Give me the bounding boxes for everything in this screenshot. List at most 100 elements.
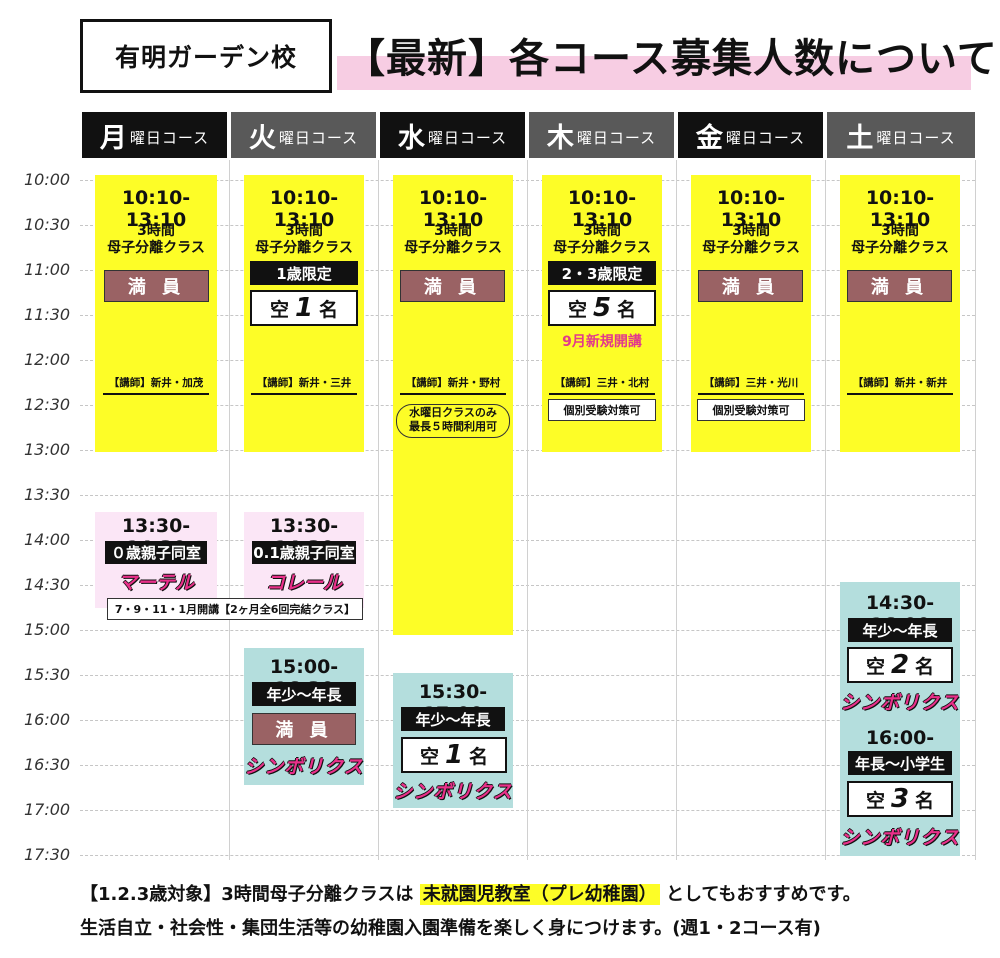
day-header-thu: 木曜日コース bbox=[529, 112, 674, 158]
course-time: 10:10-13:10 bbox=[121, 187, 191, 231]
course-block-tue-parent-child[interactable]: 13:30-14:30 0.1歳親子同室 コレール bbox=[244, 512, 364, 608]
age-tag: 年少〜年長 bbox=[252, 682, 356, 706]
symbolics-logo: シンボリクス bbox=[840, 692, 960, 714]
instructor-label: 【講師】新井・三井 bbox=[251, 375, 357, 395]
footer-highlight: 未就園児教室（プレ幼稚園） bbox=[419, 884, 660, 905]
course-type: 母子分離クラス bbox=[851, 240, 949, 256]
footer-line-1: 【1.2.3歳対象】3時間母子分離クラスは 未就園児教室（プレ幼稚園） としても… bbox=[80, 880, 861, 906]
vacancy-prefix: 空 bbox=[567, 298, 587, 321]
column-divider bbox=[676, 160, 677, 860]
title-highlight bbox=[337, 56, 971, 90]
column-divider bbox=[378, 160, 379, 860]
time-label: 13:00 bbox=[24, 440, 71, 459]
course-block-mon-morning[interactable]: 10:10-13:10 3時間 母子分離クラス 満 員 【講師】新井・加茂 bbox=[95, 175, 217, 452]
course-duration: 3時間 bbox=[732, 223, 770, 239]
day-header-char: 土 bbox=[846, 122, 874, 154]
day-header-char: 火 bbox=[248, 122, 276, 154]
age-tag: 年少〜年長 bbox=[401, 707, 505, 731]
vacancy-prefix: 空 bbox=[419, 745, 439, 768]
course-block-fri-morning[interactable]: 10:10-13:10 3時間 母子分離クラス 満 員 【講師】三井・光川 個別… bbox=[691, 175, 811, 452]
time-label: 12:00 bbox=[24, 350, 71, 369]
vacancy-prefix: 空 bbox=[269, 298, 289, 321]
course-block-sat-morning[interactable]: 10:10-13:10 3時間 母子分離クラス 満 員 【講師】新井・新井 bbox=[840, 175, 960, 452]
time-label: 15:00 bbox=[24, 620, 71, 639]
day-header-tue: 火曜日コース bbox=[231, 112, 376, 158]
course-time: 10:10-13:10 bbox=[418, 187, 488, 231]
course-block-tue-symbolics[interactable]: 15:00-16:30 年少〜年長 満 員 シンボリクス bbox=[244, 648, 364, 785]
day-header-fri: 金曜日コース bbox=[678, 112, 823, 158]
day-header-char: 金 bbox=[695, 122, 723, 154]
school-name: 有明ガーデン校 bbox=[80, 19, 332, 93]
time-label: 11:30 bbox=[24, 305, 71, 324]
full-badge: 満 員 bbox=[847, 270, 952, 302]
course-type: 母子分離クラス bbox=[702, 240, 800, 256]
full-badge: 満 員 bbox=[400, 270, 505, 302]
symbolics-logo: シンボリクス bbox=[840, 827, 960, 849]
day-header-char: 水 bbox=[397, 122, 425, 154]
course-block-mon-parent-child[interactable]: 13:30-14:30 ０歳親子同室 マーテル bbox=[95, 512, 217, 608]
day-header-char: 月 bbox=[99, 122, 127, 154]
time-label: 11:00 bbox=[24, 260, 71, 279]
course-block-wed-symbolics[interactable]: 15:30-17:00 年少〜年長 空1名 シンボリクス bbox=[393, 673, 513, 808]
course-duration: 3時間 bbox=[583, 223, 621, 239]
vacancy-suffix: 名 bbox=[915, 655, 935, 678]
symbolics-logo: シンボリクス bbox=[244, 756, 364, 778]
instructor-label: 【講師】新井・野村 bbox=[400, 375, 506, 395]
instructor-label: 【講師】三井・光川 bbox=[698, 375, 804, 395]
time-label: 12:30 bbox=[24, 395, 71, 414]
column-divider bbox=[527, 160, 528, 860]
correll-logo: コレール bbox=[265, 572, 342, 594]
vacancy-suffix: 名 bbox=[915, 789, 935, 812]
age-tag: 年少〜年長 bbox=[848, 618, 952, 642]
marteru-logo: マーテル bbox=[117, 572, 194, 594]
course-duration: 3時間 bbox=[434, 223, 472, 239]
day-header-suffix: 曜日コース bbox=[876, 129, 956, 147]
course-duration: 3時間 bbox=[881, 223, 919, 239]
time-label: 16:30 bbox=[24, 755, 71, 774]
day-header-suffix: 曜日コース bbox=[427, 129, 508, 147]
column-divider bbox=[229, 160, 230, 860]
time-label: 15:30 bbox=[24, 665, 71, 684]
course-time: 10:10-13:10 bbox=[716, 187, 786, 231]
vacancy-prefix: 空 bbox=[865, 655, 885, 678]
vacancy-suffix: 名 bbox=[319, 298, 339, 321]
course-block-sat-symbolics-2[interactable]: 16:00-17:30 年長〜小学生 空3名 シンボリクス bbox=[840, 720, 960, 856]
column-divider bbox=[975, 160, 976, 860]
note-line: 水曜日クラスのみ bbox=[409, 406, 497, 419]
extended-hours-note: 水曜日クラスのみ 最長５時間利用可 bbox=[396, 404, 510, 438]
day-header-suffix: 曜日コース bbox=[129, 129, 210, 147]
course-block-sat-symbolics-1[interactable]: 14:30-16:00 年少〜年長 空2名 シンボリクス bbox=[840, 582, 960, 720]
age-tag: ０歳親子同室 bbox=[105, 541, 207, 564]
course-block-wed-morning[interactable]: 10:10-13:10 3時間 母子分離クラス 満 員 【講師】新井・野村 水曜… bbox=[393, 175, 513, 635]
day-header-suffix: 曜日コース bbox=[725, 129, 806, 147]
vacancy-suffix: 名 bbox=[469, 745, 489, 768]
course-time: 10:10-13:10 bbox=[865, 187, 935, 231]
symbolics-logo: シンボリクス bbox=[393, 781, 513, 803]
page-title: 【最新】各コース募集人数について bbox=[345, 36, 998, 82]
vacancy-prefix: 空 bbox=[865, 789, 885, 812]
exam-prep-note: 個別受験対策可 bbox=[697, 399, 805, 421]
time-label: 10:30 bbox=[24, 215, 71, 234]
age-limit-tag: 2・3歳限定 bbox=[548, 261, 656, 285]
time-label: 13:30 bbox=[24, 485, 71, 504]
instructor-label: 【講師】三井・北村 bbox=[549, 375, 655, 395]
age-limit-tag: 1歳限定 bbox=[250, 261, 358, 285]
time-label: 14:30 bbox=[24, 575, 71, 594]
day-header-char: 木 bbox=[546, 122, 574, 154]
course-type: 母子分離クラス bbox=[107, 240, 205, 256]
column-divider bbox=[825, 160, 826, 860]
instructor-label: 【講師】新井・新井 bbox=[847, 375, 953, 395]
time-label: 16:00 bbox=[24, 710, 71, 729]
day-header-wed: 水曜日コース bbox=[380, 112, 525, 158]
exam-prep-note: 個別受験対策可 bbox=[548, 399, 656, 421]
day-header-sat: 土曜日コース bbox=[827, 112, 975, 158]
time-label: 10:00 bbox=[24, 170, 71, 189]
footer-text: 【1.2.3歳対象】3時間母子分離クラスは bbox=[80, 884, 420, 905]
